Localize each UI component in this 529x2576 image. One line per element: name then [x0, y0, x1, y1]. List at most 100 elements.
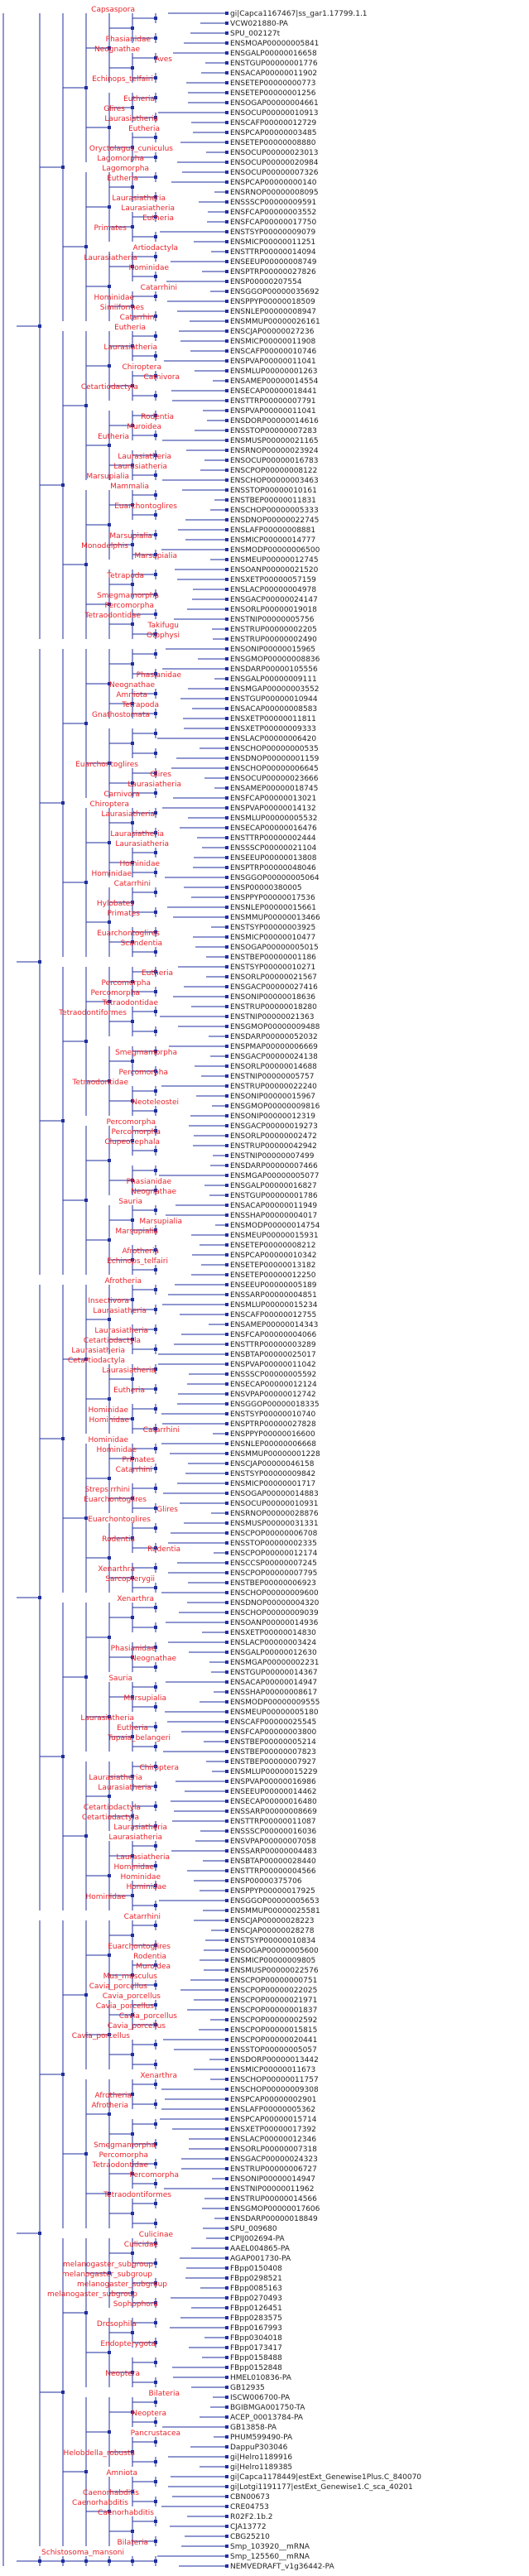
clade-label: Cetartiodactyla: [84, 1337, 141, 1345]
leaf-node: [225, 578, 228, 581]
internal-node: [154, 1586, 157, 1589]
internal-node: [38, 960, 41, 964]
internal-node: [154, 1526, 157, 1530]
leaf-node: [225, 548, 228, 551]
leaf-node: [225, 1929, 228, 1932]
leaf-label: ENSCPOP00000000751: [230, 1977, 317, 1985]
clade-label: Phasianidae: [111, 1645, 156, 1653]
leaf-node: [225, 528, 228, 531]
internal-node: [84, 86, 88, 89]
leaf-node: [225, 2376, 228, 2379]
leaf-label: ENSMODP00000009555: [230, 1699, 320, 1707]
leaf-label: ENSTNIP00000007499: [230, 1152, 315, 1161]
leaf-node: [225, 339, 228, 343]
internal-node: [108, 1715, 111, 1718]
leaf-label: ENSGACP00000027416: [230, 983, 318, 992]
clade-label: Hominidae: [85, 1893, 126, 1901]
leaf-label: ENSETEP00000008212: [230, 1242, 315, 1250]
leaf-label: ENSCJAP00000028278: [230, 1927, 315, 1935]
clade-label: Caenorhabditis: [83, 2489, 139, 2497]
clade-label: Neognathae: [94, 46, 140, 54]
leaf-label: ENSDNOP00000001159: [230, 755, 320, 763]
leaf-node: [225, 439, 228, 442]
leaf-node: [225, 2465, 228, 2468]
clade-label: Tetrapoda: [106, 572, 144, 580]
leaf-label: ENSTSYP00000010740: [230, 1411, 316, 1419]
internal-node: [131, 1656, 134, 1659]
internal-node: [154, 930, 157, 934]
leaf-label: ENSLAFP00000005362: [230, 2106, 315, 2114]
leaf-node: [225, 2227, 228, 2230]
internal-node: [154, 2202, 157, 2205]
leaf-node: [225, 1343, 228, 1346]
leaf-node: [225, 2058, 228, 2061]
internal-node: [84, 2311, 88, 2314]
leaf-node: [225, 2068, 228, 2071]
leaf-label: ENSEEUP00000005189: [230, 1281, 317, 1290]
leaf-node: [225, 1353, 228, 1356]
leaf-node: [225, 2038, 228, 2041]
leaf-label: gi|Lotgi1191177|estExt_Genewise1.C_sca_4…: [230, 2483, 413, 2492]
leaf-label: ENSNLEP00000006668: [230, 1440, 316, 1449]
internal-node: [154, 414, 157, 417]
leaf-label: ENSETEP00000008880: [230, 139, 316, 147]
leaf-node: [225, 727, 228, 730]
leaf-label: ENSCPOP00000015815: [230, 2026, 317, 2035]
internal-node: [108, 603, 111, 606]
internal-node: [154, 1725, 157, 1728]
clade-label: Eutheria: [113, 1387, 145, 1395]
leaf-node: [225, 1919, 228, 1922]
internal-node: [131, 1218, 134, 1222]
internal-node: [131, 1497, 134, 1500]
leaf-node: [225, 2445, 228, 2449]
leaf-node: [225, 1621, 228, 1624]
leaf-label: ENSFCAP00000004066: [230, 1331, 316, 1339]
internal-node: [84, 563, 88, 566]
leaf-label: ENSTGUP00000001786: [230, 1192, 318, 1200]
leaf-node: [225, 985, 228, 988]
internal-node: [154, 1745, 157, 1748]
leaf-node: [225, 1690, 228, 1694]
leaf-node: [225, 2256, 228, 2260]
leaf-label: ENSSARP00000004851: [230, 1291, 317, 1300]
leaf-node: [225, 906, 228, 909]
leaf-node: [225, 22, 228, 25]
leaf-node: [225, 697, 228, 700]
leaf-label: ENSMLUP00000015229: [230, 1768, 318, 1776]
leaf-node: [225, 955, 228, 959]
internal-node: [131, 2093, 134, 2096]
clade-label: Laurasiatheria: [93, 1307, 147, 1315]
leaf-label: ENSNLEP00000015661: [230, 904, 316, 912]
leaf-label: ENSOGAP00000005600: [230, 1947, 319, 1955]
internal-node: [154, 136, 157, 139]
leaf-label: ENSTNIP00000005756: [230, 616, 315, 624]
leaf-node: [225, 1611, 228, 1614]
internal-node: [154, 1129, 157, 1132]
internal-node: [84, 1993, 88, 1997]
leaf-node: [225, 637, 228, 641]
leaf-node: [225, 210, 228, 214]
clade-label: Neognathae: [109, 681, 155, 690]
clade-label: Cavia_porcellus: [119, 2012, 178, 2021]
leaf-node: [225, 1422, 228, 1425]
leaf-node: [225, 1968, 228, 1972]
clade-label: Tetraodontiformes: [58, 1009, 127, 1017]
clade-label: Neoptera: [132, 2410, 166, 2418]
leaf-label: ENSMGAP00000002231: [230, 1659, 319, 1667]
internal-node: [154, 2142, 157, 2146]
internal-node: [84, 2470, 88, 2473]
internal-node: [108, 2271, 111, 2275]
leaf-node: [225, 429, 228, 432]
leaf-label: Smp_103920__mRNA: [230, 2543, 310, 2551]
internal-node: [154, 1844, 157, 1848]
leaf-label: ENSXETP00000009333: [230, 725, 316, 733]
leaf-node: [225, 1521, 228, 1525]
leaf-label: ENSTTRP00000004566: [230, 1867, 316, 1876]
internal-node: [154, 1983, 157, 1987]
internal-node: [154, 1904, 157, 1907]
leaf-node: [225, 71, 228, 74]
leaf-node: [225, 141, 228, 144]
clade-label: melanogaster_subgroup: [62, 2271, 152, 2279]
leaf-label: ENSECAP00000016480: [230, 1798, 317, 1806]
leaf-node: [225, 2455, 228, 2458]
